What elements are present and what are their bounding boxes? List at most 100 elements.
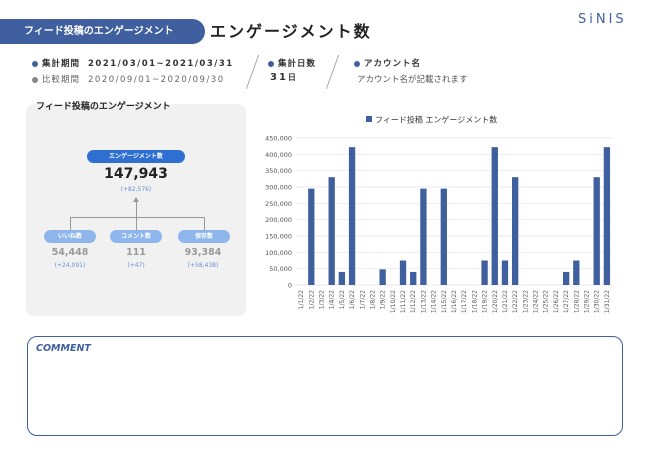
bar: [440, 188, 447, 285]
legend-swatch: [366, 116, 372, 122]
compare-label: 比較期間: [42, 75, 81, 85]
days-unit: 日: [287, 73, 296, 82]
x-tick-label: 1/14/22: [431, 290, 438, 313]
connector-line: [136, 200, 137, 217]
x-tick-label: 1/4/22: [329, 290, 336, 309]
x-tick-label: 1/20/22: [492, 290, 499, 313]
bar: [501, 260, 509, 285]
bullet-icon: [32, 76, 38, 83]
bar: [481, 260, 488, 285]
x-tick-label: 1/13/22: [420, 290, 427, 313]
connector-line: [70, 217, 204, 218]
page-title: エンゲージメント数: [210, 22, 372, 41]
brand-logo: SiNIS: [578, 12, 627, 27]
comments-value: 111: [126, 247, 146, 258]
days-label: 集計日数: [278, 59, 317, 69]
saves-delta: (+58,438): [187, 262, 219, 269]
comment-label: COMMENT: [36, 343, 91, 354]
bar: [379, 269, 386, 285]
bullet-icon: [32, 60, 38, 67]
bar: [348, 147, 356, 285]
likes-value: 54,448: [51, 247, 89, 258]
bar: [562, 271, 570, 285]
x-tick-label: 1/22/22: [512, 290, 519, 313]
engagement-delta: (+82,576): [120, 186, 152, 193]
period-value: 2021/03/01~2021/03/31: [88, 59, 234, 69]
x-tick-label: 1/27/22: [563, 290, 570, 313]
x-tick-label: 1/10/22: [390, 290, 397, 313]
comments-delta: (+47): [127, 262, 145, 269]
connector-line: [136, 217, 137, 230]
divider: [245, 54, 260, 90]
account-row: アカウント名: [354, 57, 421, 69]
x-tick-label: 1/24/22: [533, 290, 540, 313]
kpi-title: フィード投稿のエンゲージメント: [36, 102, 171, 112]
y-tick-label: 50,000: [269, 265, 292, 273]
arrow-up-icon: [133, 197, 139, 202]
x-tick-label: 1/18/22: [471, 290, 478, 313]
y-tick-label: 400,000: [265, 151, 292, 159]
y-tick-label: 100,000: [265, 249, 292, 257]
section-tag: フィード投稿のエンゲージメント: [0, 19, 205, 44]
bullet-icon: [268, 60, 274, 67]
bullet-icon: [354, 60, 360, 67]
y-tick-label: 450,000: [265, 135, 292, 143]
x-tick-label: 1/29/22: [584, 290, 591, 313]
bar: [308, 188, 315, 285]
saves-pill: 保存数: [178, 230, 230, 243]
chart-svg: フィード投稿 エンゲージメント数 0 50,000 100,000 150,000 20…: [265, 115, 612, 313]
bar: [603, 147, 611, 285]
x-tick-label: 1/7/22: [359, 290, 366, 309]
x-tick-label: 1/15/22: [441, 290, 448, 313]
x-tick-label: 1/19/22: [482, 290, 489, 313]
x-tick-label: 1/9/22: [380, 290, 387, 309]
y-tick-label: 350,000: [265, 167, 292, 175]
days-value-row: 31日: [270, 72, 296, 83]
compare-value: 2020/09/01~2020/09/30: [88, 75, 225, 85]
x-tick-label: 1/2/22: [308, 290, 315, 309]
x-tick-label: 1/21/22: [502, 290, 509, 313]
x-tick-label: 1/31/22: [604, 290, 611, 313]
x-tick-label: 1/8/22: [369, 290, 376, 309]
x-tick-label: 1/6/22: [349, 290, 356, 309]
comment-box[interactable]: COMMENT: [27, 336, 623, 436]
y-tick-label: 150,000: [265, 233, 292, 241]
x-tick-label: 1/25/22: [543, 290, 550, 313]
bar: [593, 177, 600, 285]
bar: [399, 260, 407, 285]
bar: [512, 177, 519, 285]
y-tick-label: 0: [288, 282, 292, 290]
engagement-value: 147,943: [104, 166, 168, 182]
x-tick-label: 1/1/22: [298, 290, 305, 309]
x-tick-label: 1/11/22: [400, 290, 407, 313]
engagement-pill: エンゲージメント数: [87, 150, 185, 163]
x-tick-label: 1/12/22: [410, 290, 417, 313]
connector-line: [204, 217, 205, 230]
saves-value: 93,384: [184, 247, 222, 258]
x-tick-label: 1/26/22: [553, 290, 560, 313]
bar: [328, 177, 335, 285]
x-tick-label: 1/17/22: [461, 290, 468, 313]
x-tick-label: 1/16/22: [451, 290, 458, 313]
account-value: アカウント名が記載されます: [357, 75, 468, 85]
period-label: 集計期間: [42, 59, 81, 69]
y-tick-label: 200,000: [265, 216, 292, 224]
y-tick-label: 300,000: [265, 184, 292, 192]
bar: [420, 188, 427, 285]
bar: [491, 147, 498, 285]
bar: [338, 271, 346, 285]
x-tick-label: 1/28/22: [573, 290, 580, 313]
x-tick-label: 1/3/22: [318, 290, 325, 309]
period-row: 集計期間 2021/03/01~2021/03/31: [32, 57, 234, 69]
days-value: 31: [270, 72, 288, 83]
bar: [573, 260, 580, 285]
compare-row: 比較期間 2020/09/01~2020/09/30: [32, 73, 225, 85]
likes-delta: (+24,091): [54, 262, 86, 269]
comments-pill: コメント数: [110, 230, 162, 243]
divider: [325, 54, 340, 90]
connector-line: [70, 217, 71, 230]
x-tick-label: 1/30/22: [594, 290, 601, 313]
days-row: 集計日数: [268, 57, 316, 69]
legend-label: フィード投稿 エンゲージメント数: [375, 115, 497, 125]
y-tick-label: 250,000: [265, 200, 292, 208]
